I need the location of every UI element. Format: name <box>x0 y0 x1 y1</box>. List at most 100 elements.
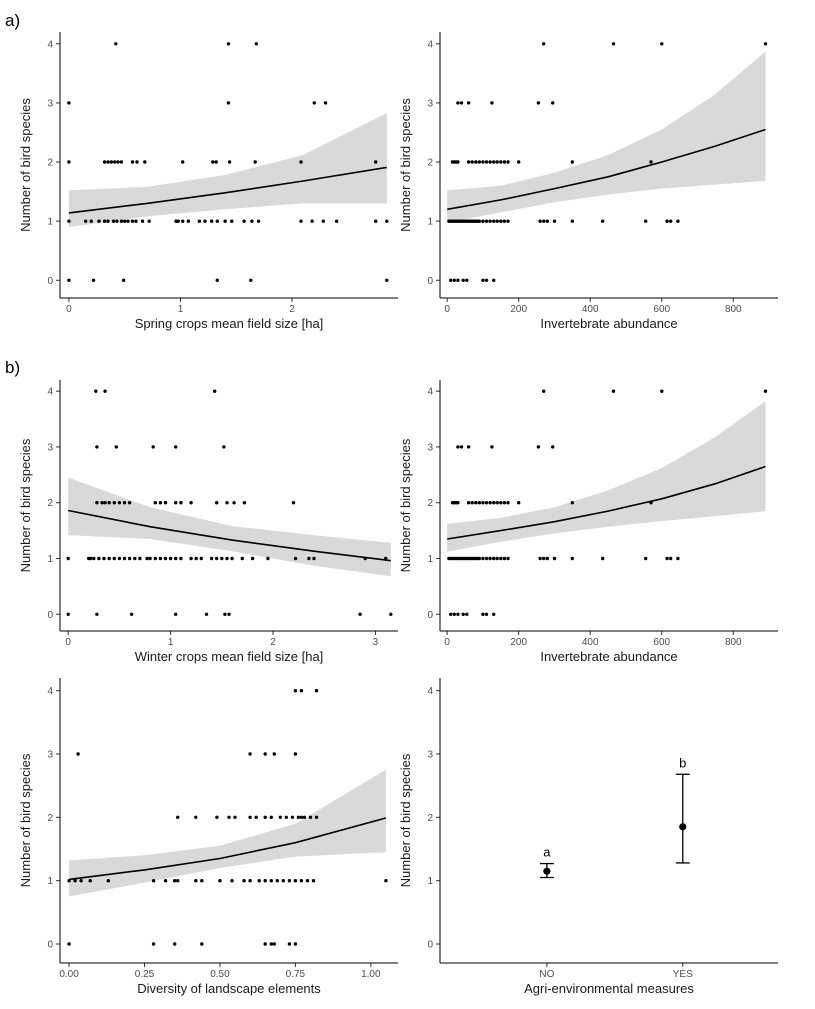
data-point <box>102 160 107 164</box>
data-point <box>130 219 135 223</box>
data-point <box>189 556 193 561</box>
y-tick-label: 0 <box>47 276 53 287</box>
data-point <box>278 815 282 819</box>
data-point <box>151 879 156 883</box>
data-point <box>158 556 163 561</box>
data-point <box>499 501 503 505</box>
data-point <box>248 879 252 883</box>
data-point <box>266 556 270 561</box>
data-point <box>218 879 222 883</box>
data-point <box>310 219 314 223</box>
confidence-band <box>68 477 391 577</box>
x-tick-label: 1 <box>168 637 174 648</box>
data-point <box>230 219 234 223</box>
data-point <box>287 942 292 946</box>
x-tick-label: 800 <box>725 304 742 315</box>
data-point <box>145 556 149 561</box>
data-point <box>248 752 252 756</box>
data-point <box>321 219 325 223</box>
x-tick-label: 0.00 <box>59 969 79 980</box>
data-point <box>89 556 93 561</box>
data-point <box>490 101 494 105</box>
data-point <box>269 942 273 946</box>
data-point <box>484 219 489 223</box>
data-point <box>249 278 253 282</box>
data-point <box>314 689 319 693</box>
confidence-band <box>68 113 387 228</box>
data-point <box>492 612 496 616</box>
data-point <box>135 160 139 164</box>
fit-line <box>447 465 766 540</box>
data-point <box>495 219 499 223</box>
data-point <box>477 501 481 505</box>
confidence-band <box>447 401 766 552</box>
data-point <box>114 42 118 46</box>
data-point <box>461 612 465 616</box>
data-point <box>506 219 510 223</box>
data-point <box>173 942 177 946</box>
fit-line <box>68 509 391 562</box>
y-tick-label: 4 <box>47 39 53 50</box>
data-point <box>151 942 156 946</box>
data-point <box>122 556 127 561</box>
plot-agri-environmental: Agri-environmental measures Number of bi… <box>398 678 778 996</box>
y-tick-label: 3 <box>427 98 433 109</box>
x-tick-label: 400 <box>582 637 599 648</box>
data-point <box>153 501 157 505</box>
data-point <box>250 219 254 223</box>
x-tick-label: 600 <box>653 304 670 315</box>
data-point <box>334 219 339 223</box>
x-tick-label: 3 <box>373 637 379 648</box>
data-point <box>477 219 481 223</box>
data-point <box>112 501 117 505</box>
y-tick-label: 2 <box>47 813 53 824</box>
data-point <box>299 815 304 819</box>
y-tick-label: 2 <box>427 498 433 509</box>
y-tick-label: 3 <box>47 750 53 761</box>
x-tick-label: 1.00 <box>361 969 381 980</box>
data-point <box>538 556 542 561</box>
data-point <box>291 501 296 505</box>
data-point <box>299 879 304 883</box>
data-point <box>449 278 453 282</box>
data-point <box>517 501 521 505</box>
data-point <box>194 556 198 561</box>
data-point <box>459 445 464 449</box>
data-point <box>293 879 298 883</box>
data-point <box>763 42 768 46</box>
data-point <box>117 556 122 561</box>
data-point <box>126 219 130 223</box>
data-point <box>374 160 378 164</box>
data-point <box>296 815 301 819</box>
y-tick-label: 1 <box>47 554 53 565</box>
x-tick-label: 0 <box>444 637 450 648</box>
data-point <box>495 160 499 164</box>
data-point <box>109 160 114 164</box>
data-point <box>611 42 616 46</box>
y-tick-label: 4 <box>427 39 433 50</box>
data-point <box>210 219 214 223</box>
data-point <box>385 278 389 282</box>
data-point <box>536 445 541 449</box>
data-point <box>484 160 489 164</box>
data-point <box>91 278 96 282</box>
data-point <box>73 879 77 883</box>
y-tick-label: 3 <box>47 98 53 109</box>
data-point <box>95 612 99 616</box>
data-point <box>570 219 574 223</box>
data-point <box>470 160 474 164</box>
data-point <box>66 556 70 561</box>
data-point <box>173 879 177 883</box>
data-point <box>456 160 460 164</box>
data-point <box>140 219 145 223</box>
data-point <box>225 556 229 561</box>
data-point <box>669 219 673 223</box>
data-point <box>312 556 316 561</box>
data-point <box>92 556 96 561</box>
data-point <box>542 42 546 46</box>
data-point <box>174 445 178 449</box>
data-point <box>492 556 496 561</box>
x-axis-label: Invertebrate abundance <box>540 649 677 664</box>
data-point <box>114 445 119 449</box>
data-point <box>449 612 453 616</box>
